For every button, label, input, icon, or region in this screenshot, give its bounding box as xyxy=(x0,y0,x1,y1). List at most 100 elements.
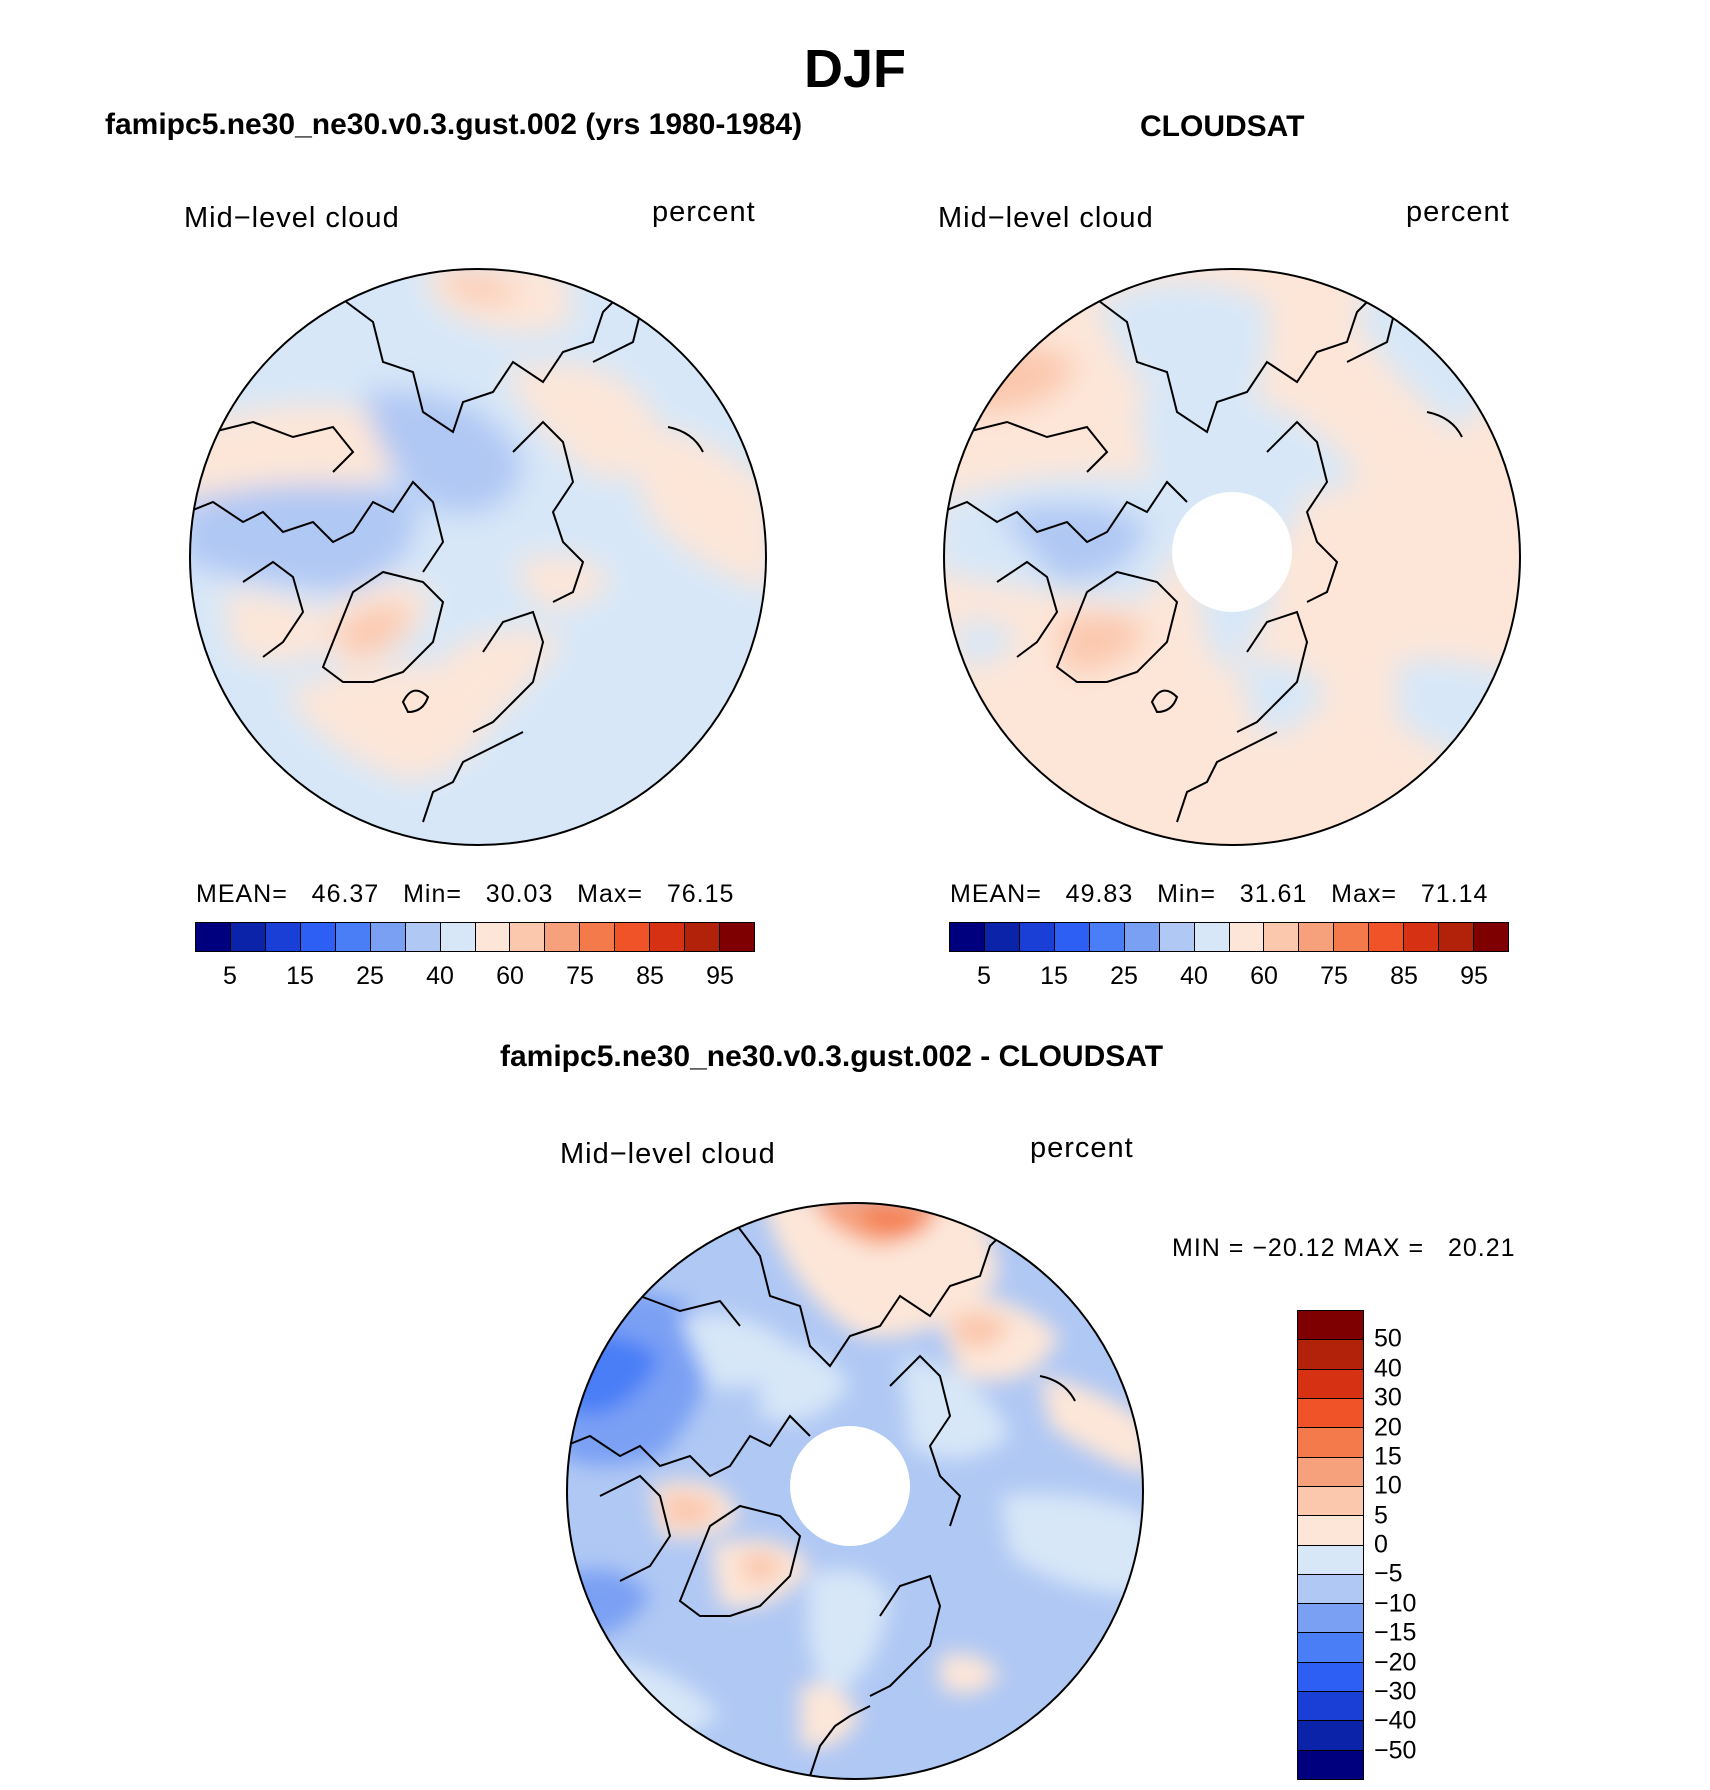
colorbar-tick-label: −50 xyxy=(1374,1736,1417,1765)
colorbar-swatch xyxy=(1089,923,1125,951)
colorbar-swatch xyxy=(950,923,985,951)
colorbar-swatch xyxy=(196,923,231,951)
model-colorbar xyxy=(195,922,755,952)
colorbar-swatch xyxy=(1334,923,1370,951)
colorbar-tick-label: 20 xyxy=(1374,1413,1402,1441)
colorbar-tick-label: 95 xyxy=(706,962,734,990)
colorbar-tick-label: 40 xyxy=(1374,1354,1402,1383)
obs-missing-data-hole xyxy=(1172,492,1292,612)
colorbar-tick-label: 40 xyxy=(426,962,454,990)
colorbar-swatch xyxy=(1298,1692,1363,1722)
colorbar-tick-label: −40 xyxy=(1374,1706,1417,1735)
obs-polar-map xyxy=(943,268,1521,846)
model-stats: MEAN= 46.37 Min= 30.03 Max= 76.15 xyxy=(196,880,735,908)
colorbar-tick-label: 60 xyxy=(1250,962,1278,990)
colorbar-swatch xyxy=(1298,1604,1363,1634)
colorbar-tick-label: 50 xyxy=(1374,1324,1402,1353)
colorbar-swatch xyxy=(1298,1486,1363,1517)
colorbar-tick-label: 95 xyxy=(1460,962,1488,990)
diff-colorbar xyxy=(1297,1310,1364,1780)
colorbar-swatch xyxy=(440,923,476,951)
diff-stats: MIN = −20.12 MAX = 20.21 xyxy=(1172,1234,1516,1262)
colorbar-swatch xyxy=(405,923,441,951)
colorbar-tick-label: 10 xyxy=(1374,1471,1402,1500)
colorbar-tick-label: −20 xyxy=(1374,1648,1417,1676)
colorbar-tick-label: 5 xyxy=(223,962,237,990)
obs-stats: MEAN= 49.83 Min= 31.61 Max= 71.14 xyxy=(950,880,1489,908)
colorbar-swatch xyxy=(1369,923,1405,951)
obs-field-contours xyxy=(944,282,1520,782)
diff-coastlines xyxy=(567,1215,1076,1777)
colorbar-swatch xyxy=(370,923,406,951)
colorbar-tick-label: 85 xyxy=(1390,962,1418,990)
colorbar-swatch xyxy=(984,923,1020,951)
obs-panel-title: CLOUDSAT xyxy=(1140,110,1305,143)
colorbar-swatch xyxy=(1298,1311,1363,1341)
colorbar-tick-label: 15 xyxy=(1040,962,1068,990)
colorbar-tick-label: 0 xyxy=(1374,1530,1388,1559)
colorbar-swatch xyxy=(1439,923,1475,951)
model-polar-map xyxy=(189,268,767,846)
colorbar-swatch xyxy=(580,923,616,951)
colorbar-tick-label: 25 xyxy=(1110,962,1138,990)
colorbar-tick-label: 30 xyxy=(1374,1383,1402,1412)
colorbar-swatch xyxy=(1298,1633,1363,1663)
colorbar-swatch xyxy=(615,923,651,951)
colorbar-tick-label: 5 xyxy=(1374,1501,1388,1530)
obs-field-label: Mid−level cloud xyxy=(938,202,1154,234)
colorbar-tick-label: −30 xyxy=(1374,1677,1417,1706)
colorbar-swatch xyxy=(1019,923,1055,951)
diff-polar-map xyxy=(566,1202,1144,1780)
model-field-label: Mid−level cloud xyxy=(184,202,400,234)
diff-map-boundary xyxy=(566,1202,1144,1780)
colorbar-swatch xyxy=(685,923,721,951)
colorbar-tick-label: 75 xyxy=(566,962,594,990)
colorbar-swatch xyxy=(1298,1457,1363,1487)
colorbar-swatch xyxy=(545,923,581,951)
colorbar-swatch xyxy=(1124,923,1160,951)
colorbar-tick-label: 15 xyxy=(1374,1442,1402,1471)
colorbar-swatch xyxy=(1404,923,1440,951)
model-coastlines xyxy=(190,290,704,823)
colorbar-tick-label: −10 xyxy=(1374,1589,1417,1618)
colorbar-tick-label: 15 xyxy=(286,962,314,990)
diff-units-label: percent xyxy=(1030,1132,1134,1164)
colorbar-swatch xyxy=(1298,1662,1363,1693)
colorbar-tick-label: −15 xyxy=(1374,1618,1417,1647)
colorbar-swatch xyxy=(1264,923,1300,951)
colorbar-swatch xyxy=(1298,1340,1363,1370)
obs-map-boundary xyxy=(943,268,1521,846)
colorbar-swatch xyxy=(510,923,546,951)
model-units-label: percent xyxy=(652,196,756,228)
colorbar-swatch xyxy=(1298,1428,1363,1458)
colorbar-swatch xyxy=(1298,1369,1363,1399)
colorbar-tick-label: 5 xyxy=(977,962,991,990)
diff-missing-data-hole xyxy=(790,1426,910,1546)
colorbar-tick-label: 75 xyxy=(1320,962,1348,990)
colorbar-swatch xyxy=(1054,923,1090,951)
colorbar-swatch xyxy=(230,923,266,951)
model-map-boundary xyxy=(189,268,767,846)
colorbar-swatch xyxy=(1474,923,1508,951)
figure-title: DJF xyxy=(803,39,906,99)
diff-panel-title: famipc5.ne30_ne30.v0.3.gust.002 - CLOUDS… xyxy=(500,1040,1164,1073)
colorbar-tick-label: 60 xyxy=(496,962,524,990)
colorbar-swatch xyxy=(720,923,754,951)
colorbar-swatch xyxy=(1298,1516,1363,1546)
colorbar-tick-label: −5 xyxy=(1374,1559,1403,1588)
colorbar-swatch xyxy=(1298,1574,1363,1605)
model-panel-title: famipc5.ne30_ne30.v0.3.gust.002 (yrs 198… xyxy=(105,108,803,141)
colorbar-swatch xyxy=(1194,923,1230,951)
colorbar-swatch xyxy=(1298,1398,1363,1429)
colorbar-tick-label: 40 xyxy=(1180,962,1208,990)
colorbar-tick-label: 85 xyxy=(636,962,664,990)
colorbar-swatch xyxy=(335,923,371,951)
diff-field-label: Mid−level cloud xyxy=(560,1138,776,1170)
colorbar-swatch xyxy=(1298,1721,1363,1751)
colorbar-swatch xyxy=(1159,923,1195,951)
colorbar-swatch xyxy=(1298,1545,1363,1575)
colorbar-tick-label: 25 xyxy=(356,962,384,990)
colorbar-swatch xyxy=(650,923,686,951)
colorbar-swatch xyxy=(300,923,336,951)
colorbar-swatch xyxy=(1229,923,1265,951)
